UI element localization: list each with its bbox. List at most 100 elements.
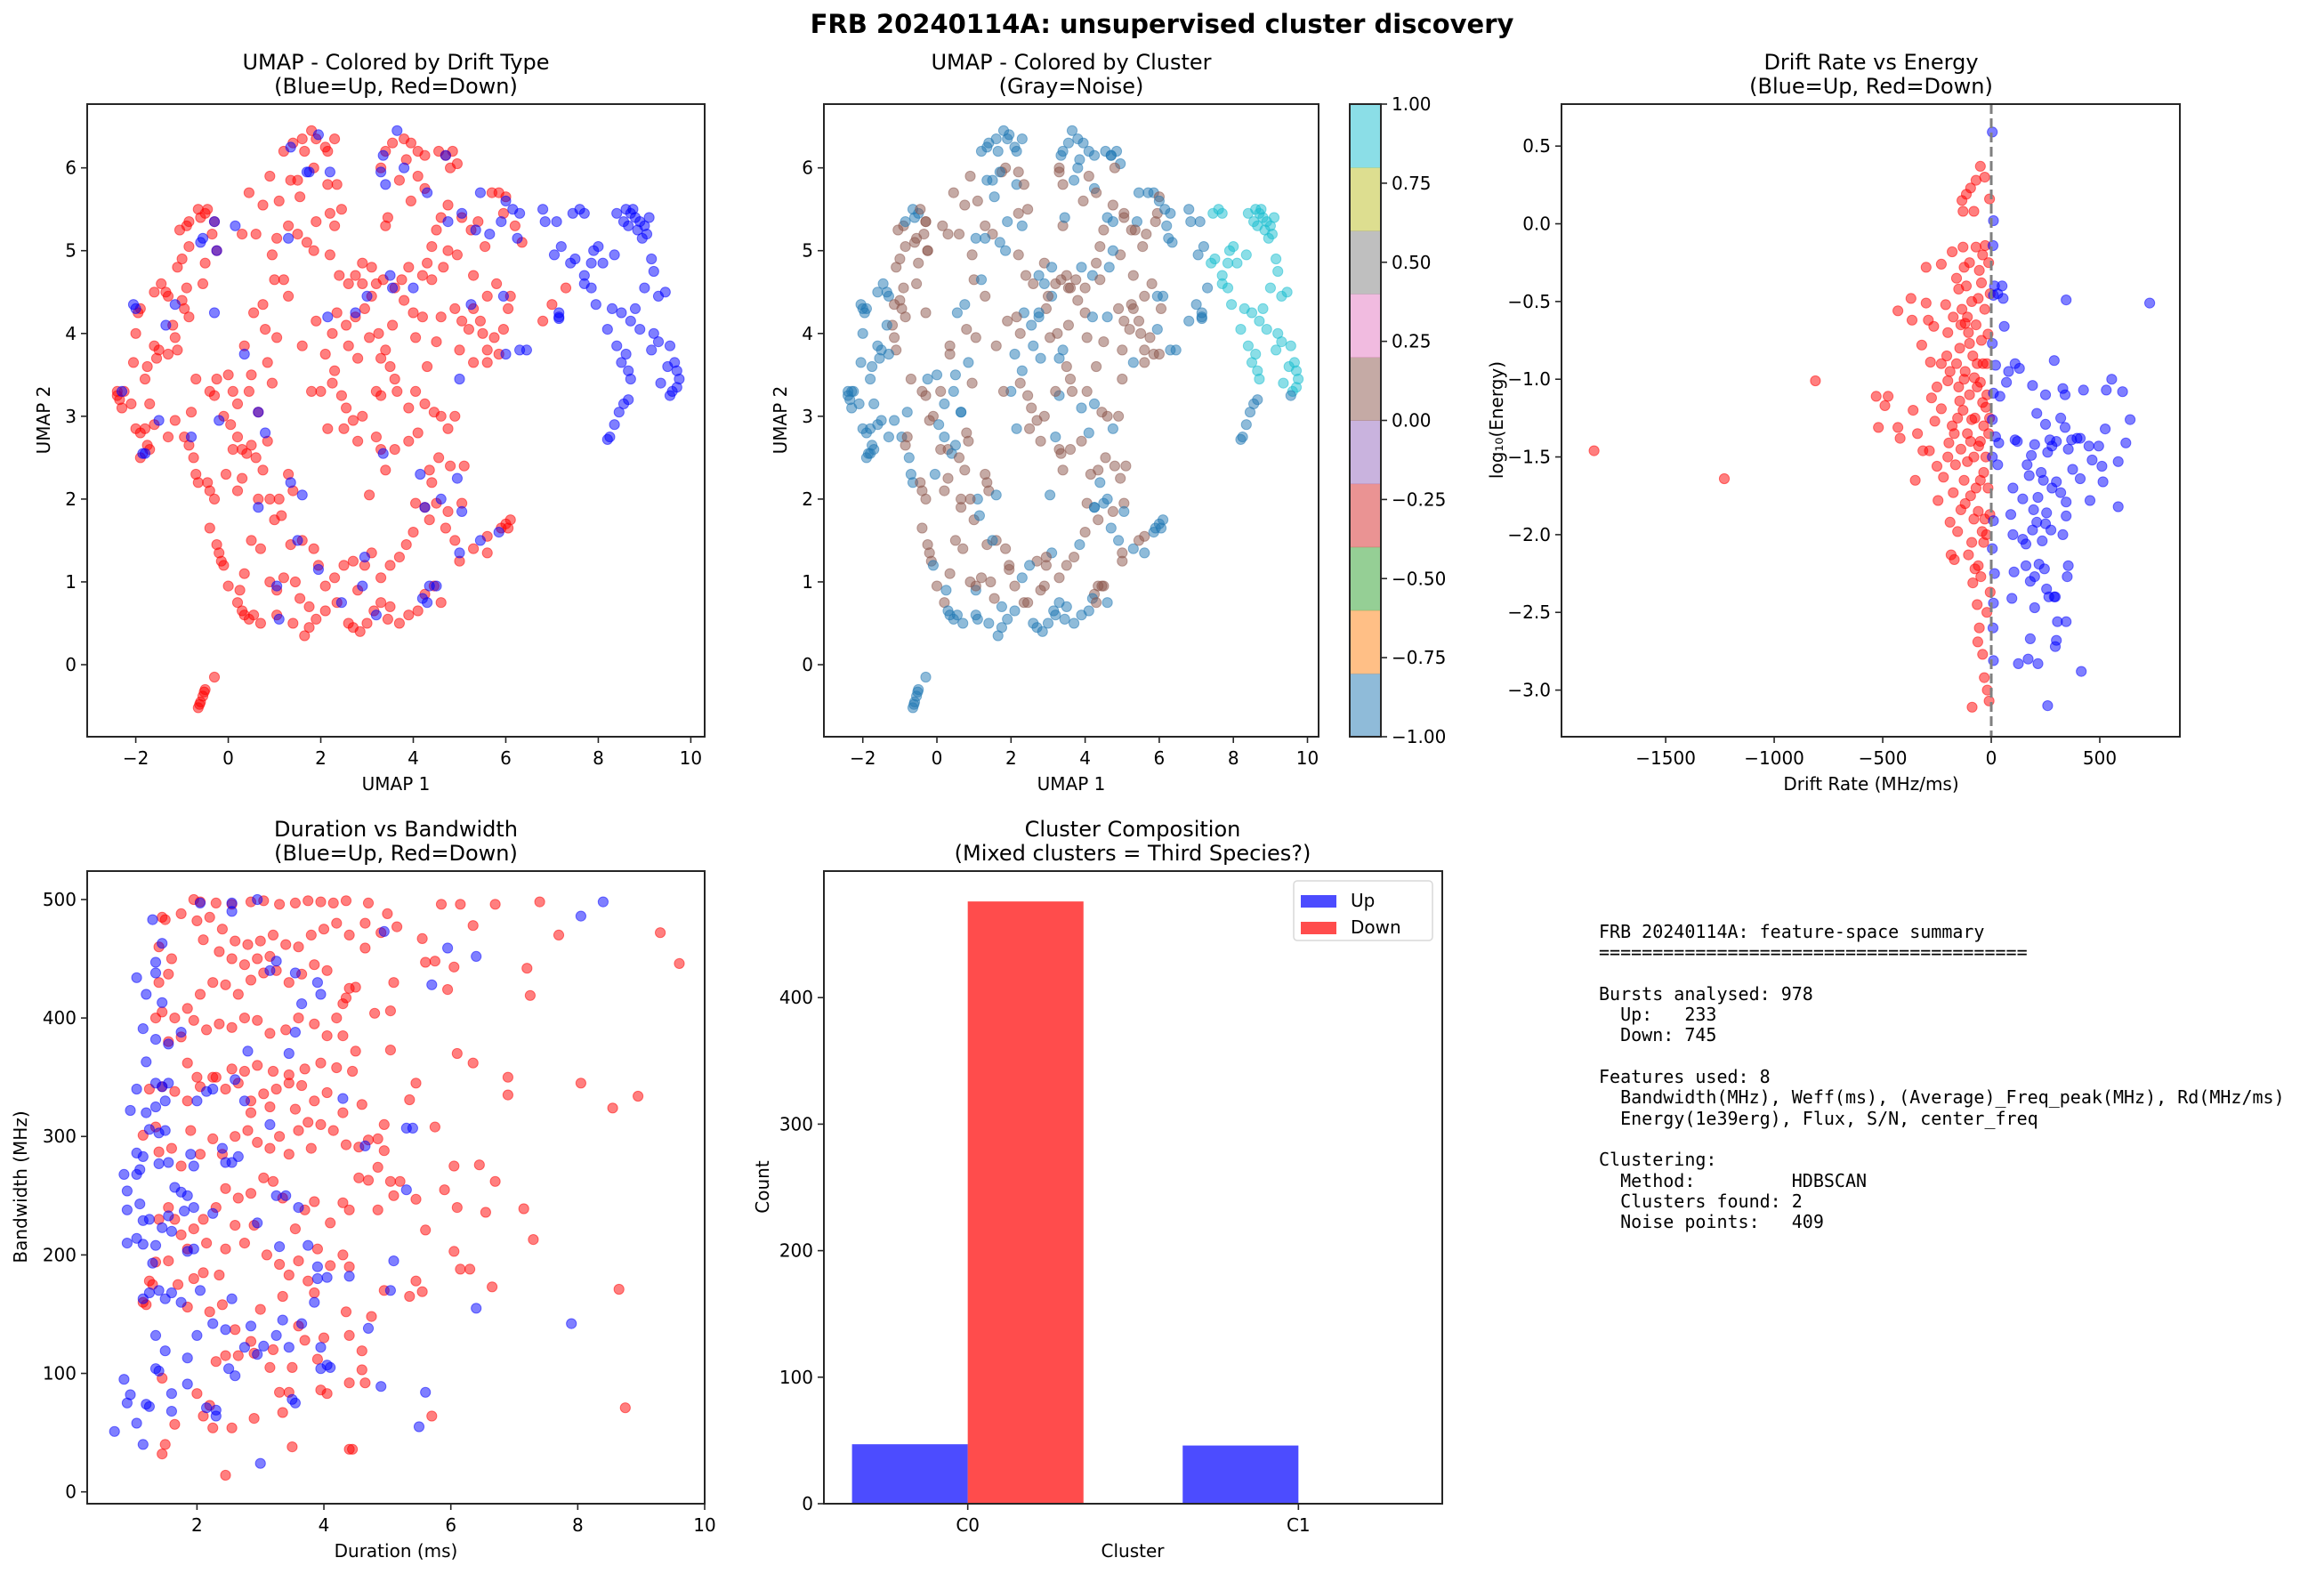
point-down xyxy=(179,303,190,314)
point-down xyxy=(201,1238,213,1249)
point-down xyxy=(226,953,238,965)
point-up xyxy=(1987,622,1999,634)
point-up xyxy=(384,270,396,281)
point-down xyxy=(248,307,260,319)
point-down xyxy=(227,385,238,397)
point-down xyxy=(458,460,470,472)
point-noise xyxy=(1083,427,1094,439)
point-up xyxy=(182,1190,193,1201)
bar-up-C1 xyxy=(1182,1445,1299,1504)
point-noise xyxy=(855,357,867,368)
point-down xyxy=(1978,420,1989,432)
point-up xyxy=(648,265,659,278)
legend-label-down: Down xyxy=(1351,916,1401,938)
point-down xyxy=(489,899,501,910)
point-down xyxy=(283,1078,295,1089)
point-noise xyxy=(1016,365,1028,376)
point-down xyxy=(1975,277,1988,288)
point-down xyxy=(451,1047,463,1060)
point-down xyxy=(1938,472,1949,483)
point-down xyxy=(1949,553,1960,566)
point-down xyxy=(206,229,218,240)
point-cluster-0 xyxy=(1118,315,1130,327)
y-tick-label: 1 xyxy=(802,571,813,593)
point-noise xyxy=(908,698,920,710)
point-cluster-1 xyxy=(1271,344,1282,356)
point-noise xyxy=(1118,505,1130,518)
point-up xyxy=(1987,239,1999,252)
point-down xyxy=(309,1018,320,1029)
point-down xyxy=(299,1063,311,1075)
point-down xyxy=(1905,293,1916,304)
x-tick-label: 500 xyxy=(2083,747,2117,769)
point-down xyxy=(410,1193,422,1205)
point-down xyxy=(182,1057,193,1069)
point-down xyxy=(181,282,192,294)
point-up xyxy=(585,257,597,269)
point-down xyxy=(194,698,206,710)
point-down xyxy=(403,609,415,621)
y-axis-label: log₁₀(Energy) xyxy=(1486,361,1507,479)
point-up xyxy=(620,348,632,360)
y-tick-label: 0 xyxy=(802,654,813,675)
point-down xyxy=(396,274,408,286)
point-up xyxy=(422,597,433,609)
point-up xyxy=(2041,507,2053,519)
point-up xyxy=(664,390,676,401)
point-up xyxy=(141,1107,152,1118)
point-down xyxy=(448,961,460,973)
point-cluster-0 xyxy=(924,415,935,426)
point-down xyxy=(537,315,549,327)
y-tick-label: 0.0 xyxy=(1522,214,1551,235)
point-noise xyxy=(867,360,878,373)
point-down xyxy=(220,1469,231,1481)
point-down xyxy=(149,340,160,351)
point-up xyxy=(1992,288,2004,300)
point-down xyxy=(144,398,156,409)
point-down xyxy=(222,369,234,381)
point-down xyxy=(347,1443,359,1455)
point-down xyxy=(456,315,468,327)
point-down xyxy=(487,1281,498,1293)
point-down xyxy=(220,468,232,480)
point-up xyxy=(270,1190,282,1201)
point-down xyxy=(380,344,391,356)
point-cluster-0 xyxy=(1135,327,1147,339)
point-down xyxy=(207,1133,219,1145)
point-cluster-1 xyxy=(1254,373,1265,385)
point-noise xyxy=(883,290,895,302)
point-up xyxy=(157,997,168,1008)
point-noise xyxy=(901,407,913,418)
point-up xyxy=(2086,454,2098,466)
point-up xyxy=(2051,436,2062,448)
point-noise xyxy=(1035,352,1046,364)
point-down xyxy=(1928,320,1940,332)
point-down xyxy=(214,1018,225,1029)
point-noise xyxy=(973,510,986,521)
point-down xyxy=(325,1260,336,1271)
point-down xyxy=(1974,474,1986,486)
point-down xyxy=(431,224,442,236)
point-up xyxy=(413,1421,425,1433)
point-down xyxy=(1957,405,1969,416)
point-down xyxy=(315,385,327,397)
point-down xyxy=(1940,299,1951,311)
point-up xyxy=(2049,591,2062,602)
point-down xyxy=(246,369,257,381)
y-tick-label: 0 xyxy=(65,1481,77,1503)
point-down xyxy=(534,896,545,908)
point-cluster-0 xyxy=(959,464,971,476)
point-cluster-0 xyxy=(1091,597,1102,609)
point-up xyxy=(210,1404,222,1416)
point-noise xyxy=(1101,493,1113,505)
point-cluster-1 xyxy=(1281,287,1293,298)
point-down xyxy=(329,133,341,145)
point-down xyxy=(222,580,234,592)
point-down xyxy=(172,1279,184,1290)
point-noise xyxy=(951,609,964,621)
point-down xyxy=(353,1172,365,1183)
point-cluster-0 xyxy=(1024,423,1036,434)
point-down xyxy=(633,1090,644,1102)
panel-umap-cluster: UMAP - Colored by Cluster (Gray=Noise) −… xyxy=(770,50,1446,795)
point-down xyxy=(1948,311,1959,323)
